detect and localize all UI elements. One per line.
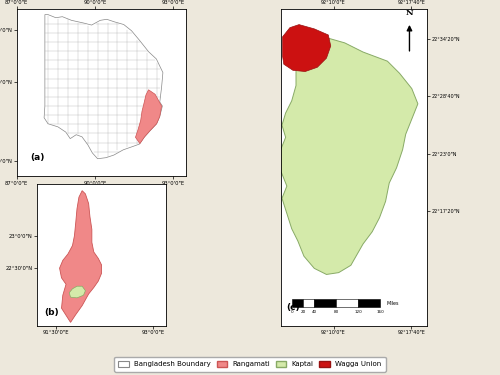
Bar	[336, 299, 358, 307]
Bar	[314, 299, 336, 307]
Legend: Bangladesh Boundary, Rangamati, Kaptai, Wagga Union: Bangladesh Boundary, Rangamati, Kaptai, …	[114, 357, 386, 372]
Text: 20: 20	[301, 310, 306, 314]
Bar	[304, 299, 314, 307]
Text: Miles: Miles	[386, 301, 398, 306]
Polygon shape	[136, 90, 162, 144]
Polygon shape	[276, 37, 418, 274]
Text: 0: 0	[291, 310, 294, 314]
Polygon shape	[70, 286, 86, 298]
Polygon shape	[282, 25, 331, 72]
Text: (c): (c)	[286, 303, 300, 312]
Text: 160: 160	[376, 310, 384, 314]
Polygon shape	[44, 15, 163, 159]
Bar	[292, 299, 304, 307]
Text: (b): (b)	[44, 308, 60, 317]
Polygon shape	[60, 190, 102, 322]
Text: 80: 80	[334, 310, 339, 314]
Text: 40: 40	[312, 310, 317, 314]
Text: (a): (a)	[30, 153, 44, 162]
Text: 120: 120	[354, 310, 362, 314]
Text: N: N	[406, 9, 413, 17]
Bar	[358, 299, 380, 307]
